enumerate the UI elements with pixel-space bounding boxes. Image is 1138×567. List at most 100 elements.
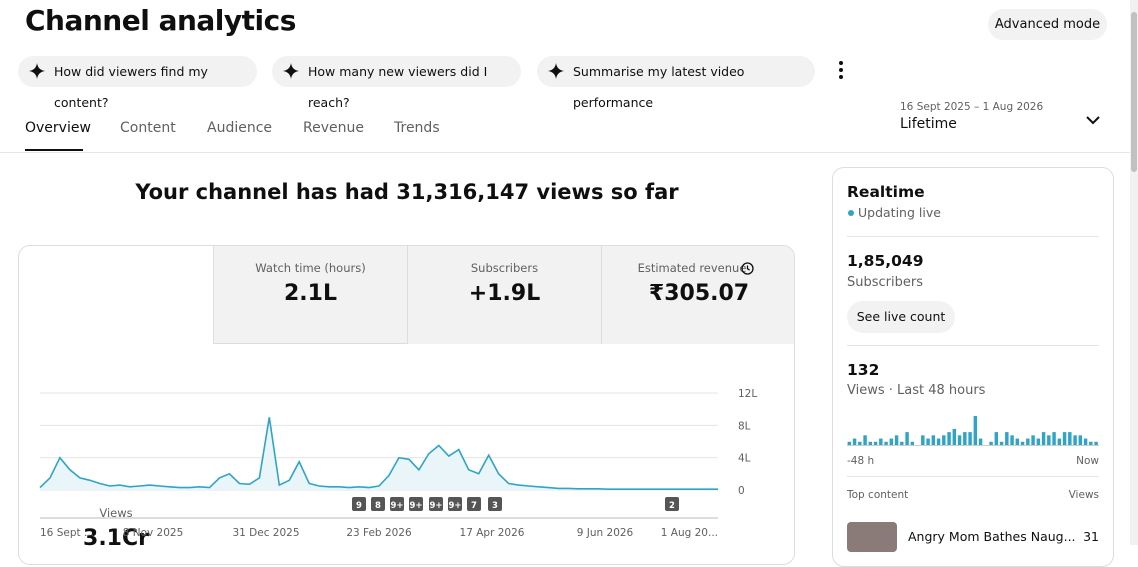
divider: [847, 236, 1099, 237]
event-badge[interactable]: 3: [488, 497, 502, 511]
realtime-status: Updating live: [858, 205, 941, 220]
realtime-bar: [926, 438, 930, 445]
event-badge[interactable]: 9+: [429, 497, 443, 511]
badge-bg: [352, 497, 366, 511]
realtime-bar: [873, 441, 878, 445]
badge-bg: [371, 497, 385, 511]
date-range: 16 Sept 2025 – 1 Aug 2026: [900, 101, 1044, 113]
prompt-chip[interactable]: Summarise my latest video performance: [537, 56, 815, 110]
prompt-text: Summarise my latest video performance: [573, 64, 745, 110]
video-views: 31: [1083, 529, 1099, 544]
badge-label: 7: [471, 501, 477, 511]
realtime-bar: [1031, 435, 1035, 445]
realtime-bar: [1036, 438, 1041, 445]
realtime-bar: [879, 438, 883, 445]
realtime-bar: [1062, 432, 1067, 445]
event-badge[interactable]: 2: [665, 497, 679, 511]
live-dot: [848, 210, 854, 216]
realtime-bar: [1047, 435, 1051, 445]
event-badge[interactable]: 9+: [409, 497, 423, 511]
x-tick-label: 16 Sept ...: [40, 527, 94, 539]
divider: [0, 152, 1130, 153]
realtime-bar: [894, 435, 899, 445]
metric-label: Estimated revenue: [637, 261, 747, 275]
realtime-bar: [900, 441, 904, 445]
realtime-bar: [1073, 435, 1077, 445]
prompt-text: How many new viewers did I reach?: [308, 64, 488, 110]
realtime-bar: [852, 438, 857, 445]
realtime-bar: [999, 441, 1004, 445]
scrollbar: [1130, 0, 1138, 545]
event-badge[interactable]: 8: [371, 497, 385, 511]
prompt-chip[interactable]: How did viewers find my content?: [18, 56, 257, 110]
event-badge[interactable]: 7: [467, 497, 481, 511]
realtime-bar: [910, 441, 915, 445]
more-menu[interactable]: [834, 60, 848, 80]
advanced-mode-button[interactable]: Advanced mode: [988, 9, 1107, 40]
subscriber-label: Subscribers: [847, 275, 923, 290]
realtime-bar: [921, 435, 925, 445]
axis-end-label: Now: [1076, 455, 1099, 467]
realtime-bar: [1057, 438, 1062, 445]
badge-label: 8: [375, 501, 381, 511]
subscriber-count: 1,85,049: [847, 252, 924, 270]
dropdown-chevron[interactable]: [1085, 114, 1101, 126]
summary: Your channel has had 31,316,147 views so…: [135, 180, 679, 204]
video-thumbnail[interactable]: [847, 522, 897, 552]
realtime-bar: [1083, 438, 1088, 445]
badge-label: 9: [356, 501, 362, 511]
realtime-bar: [931, 435, 936, 445]
metric-tile[interactable]: Estimated revenue ₹305.07: [601, 246, 794, 344]
badge-bg: [448, 497, 462, 511]
badge-bg: [409, 497, 423, 511]
divider: [847, 476, 1099, 477]
realtime-bar: [1078, 435, 1083, 445]
realtime-bar: [973, 416, 978, 445]
metric-label: Watch time (hours): [255, 261, 366, 275]
metric-label: Views: [99, 506, 133, 520]
video-title[interactable]: Angry Mom Bathes Naug...: [908, 529, 1076, 544]
see-live-count-button[interactable]: See live count: [847, 301, 955, 333]
event-badge[interactable]: 9: [352, 497, 366, 511]
x-tick-label: 8 Nov 2025: [123, 527, 184, 539]
realtime-bar: [905, 432, 909, 445]
clock-icon: [741, 262, 754, 275]
tab[interactable]: Content: [120, 120, 176, 136]
realtime-bar: [942, 435, 946, 445]
x-tick-label: 31 Dec 2025: [232, 527, 299, 539]
tab-indicator: [25, 149, 83, 151]
realtime-title: Realtime: [847, 183, 925, 201]
badge-bg: [429, 497, 443, 511]
tab[interactable]: Trends: [394, 120, 440, 136]
views-count: 132: [847, 361, 880, 379]
event-badge[interactable]: 9+: [390, 497, 404, 511]
x-tick-label: 9 Jun 2026: [577, 527, 634, 539]
realtime-bar: [847, 441, 852, 445]
event-badge[interactable]: 9+: [448, 497, 462, 511]
metric-tile[interactable]: Watch time (hours) 2.1L: [213, 246, 407, 344]
realtime-bar: [1005, 432, 1009, 445]
prompt-chip[interactable]: How many new viewers did I reach?: [272, 56, 521, 110]
tab[interactable]: Revenue: [303, 120, 364, 136]
badge-bg: [467, 497, 481, 511]
realtime-bar: [1089, 441, 1093, 445]
metric-tile[interactable]: Subscribers +1.9L: [407, 246, 601, 344]
x-tick-label: 17 Apr 2026: [460, 527, 525, 539]
tab[interactable]: Overview: [25, 120, 91, 136]
badge-label: 2: [669, 501, 675, 511]
realtime-bar: [1068, 432, 1072, 445]
date-label[interactable]: Lifetime: [900, 116, 957, 132]
realtime-bar: [968, 432, 972, 445]
y-tick-label: 0: [738, 485, 745, 497]
badge-bg: [390, 497, 404, 511]
badge-bg: [488, 497, 502, 511]
y-tick-label: 8L: [738, 420, 751, 432]
realtime-bar: [952, 428, 957, 445]
realtime-bar: [1026, 438, 1030, 445]
badge-label: 9+: [409, 501, 422, 511]
realtime-bar: [989, 441, 993, 445]
badge-bg: [665, 497, 679, 511]
realtime-bar: [1041, 432, 1046, 445]
tab[interactable]: Audience: [207, 120, 273, 136]
overview-card: Views 3.1Cr Watch time (hours) 2.1L Subscr…: [18, 245, 795, 565]
